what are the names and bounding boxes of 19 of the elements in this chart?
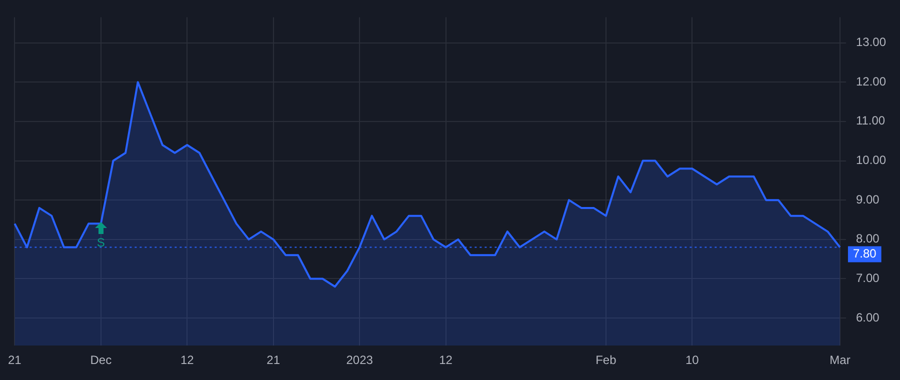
y-tick-label: 10.00 — [856, 153, 886, 168]
y-tick-label: 9.00 — [856, 192, 880, 206]
x-tick-label: 12 — [439, 353, 453, 368]
y-tick-label: 7.00 — [856, 271, 880, 286]
x-tick-label: 12 — [180, 353, 194, 368]
annotation: S — [96, 236, 105, 250]
x-tick-label: 2023 — [346, 353, 374, 368]
y-tick-label: 6.00 — [856, 310, 880, 324]
y-tick-label: 8.00 — [856, 232, 880, 246]
x-tick-label: Dec — [90, 353, 112, 368]
y-tick-label: 12.00 — [856, 74, 886, 88]
x-tick-label: Feb — [596, 353, 617, 368]
x-tick-label: Mar — [830, 353, 850, 368]
y-tick-label: 13.00 — [856, 35, 886, 50]
x-tick-label: 10 — [685, 353, 700, 368]
ref-line-label: 7.80 — [852, 246, 877, 261]
x-tick-label: 21 — [8, 353, 22, 368]
y-tick-label: 11.00 — [856, 114, 886, 128]
x-tick-label: 21 — [266, 353, 280, 368]
